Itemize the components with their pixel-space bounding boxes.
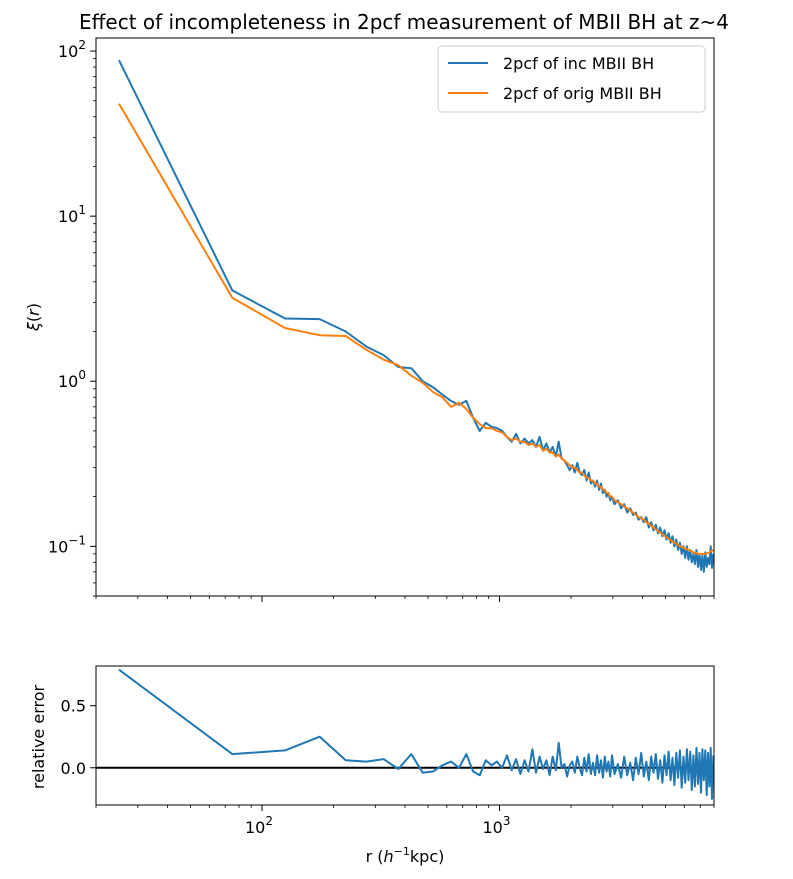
top-y-axis-label-xi: ξ (24, 321, 43, 332)
x-tick-label: 102 (245, 814, 273, 837)
legend-label-inc: 2pcf of inc MBII BH (503, 54, 654, 73)
x-tick-label-exponent: 3 (503, 814, 511, 828)
y-tick-label-base: 10 (48, 537, 68, 556)
x-tick-label-exponent: 2 (265, 814, 273, 828)
legend-box (437, 45, 706, 113)
series-line-relative-error (118, 668, 714, 800)
x-axis-label: r (h−1kpc) (366, 845, 445, 866)
top-y-axis-label-close: ) (24, 303, 43, 309)
x-tick-label-base: 10 (483, 818, 503, 837)
y-tick-label-base: 10 (58, 372, 78, 391)
y-tick-label: 101 (58, 203, 86, 226)
chart-title: Effect of incompleteness in 2pcf measure… (79, 10, 729, 34)
bottom-plot-frame (95, 665, 715, 806)
y-tick-label: 102 (58, 38, 86, 61)
top-y-axis-label-r: ( (24, 316, 43, 322)
top-y-axis-label: ξ(r) (24, 303, 43, 332)
y-tick-label: 10−1 (48, 533, 86, 556)
top-plot-lines (118, 59, 714, 573)
bottom-y-tick-label: 0.5 (61, 697, 86, 716)
x-axis-label-r: r ( (366, 847, 384, 866)
x-axis-label-h: h (384, 847, 394, 866)
y-tick-label-exponent: 0 (78, 368, 86, 382)
x-tick-label-base: 10 (245, 818, 265, 837)
x-tick-label: 103 (483, 814, 511, 837)
y-tick-label-base: 10 (58, 207, 78, 226)
bottom-plot-lines (96, 668, 714, 800)
y-tick-label-exponent: −1 (68, 533, 86, 547)
x-axis-label-unit: kpc) (410, 847, 444, 866)
top-y-axis-label-r-var: r (24, 308, 43, 316)
top-plot-frame (95, 37, 715, 597)
series-line-orig (118, 103, 714, 555)
legend-label-orig: 2pcf of orig MBII BH (503, 84, 662, 103)
legend: 2pcf of inc MBII BH 2pcf of orig MBII BH (437, 45, 706, 113)
bottom-y-tick-label: 0.0 (61, 759, 86, 778)
y-tick-label-base: 10 (58, 42, 78, 61)
series-line-inc (118, 59, 714, 573)
bottom-y-axis-label: relative error (29, 684, 48, 789)
y-tick-label: 100 (58, 368, 86, 391)
y-tick-label-exponent: 2 (78, 38, 86, 52)
x-axis-label-exp: −1 (394, 845, 410, 858)
y-tick-label-exponent: 1 (78, 203, 86, 217)
